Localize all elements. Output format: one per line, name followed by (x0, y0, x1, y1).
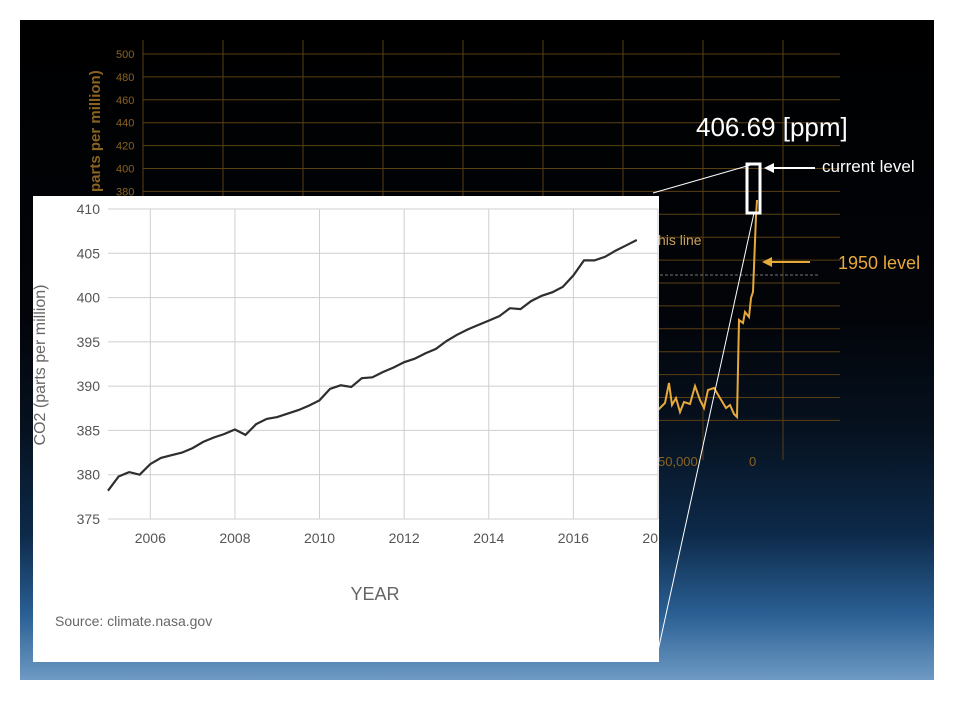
background-y-tick-label: 460 (116, 95, 134, 107)
x-axis-label: YEAR (350, 584, 399, 604)
source-note: Source: climate.nasa.gov (55, 613, 213, 629)
inset-chart-panel: 2006 2008 2010 2012 2014 2016 2018 375 380 385 39… (33, 196, 659, 662)
x-tick-label: 2012 (389, 530, 420, 546)
background-x-tick-50000: 50,000 (658, 454, 698, 469)
x-tick-label: 2006 (135, 530, 166, 546)
background-co2-line (657, 199, 758, 420)
current-level-arrowhead (764, 163, 774, 173)
1950-level-label: 1950 level (838, 253, 921, 273)
current-ppm-value: 406.69 [ppm] (696, 112, 848, 142)
y-tick-label: 385 (77, 422, 101, 438)
background-y-tick-label: 420 (116, 141, 134, 153)
y-tick-label: 380 (77, 467, 101, 483)
y-axis-label: CO2 (parts per million) (33, 285, 49, 446)
x-tick-label: 2010 (304, 530, 335, 546)
y-tick-label: 405 (77, 245, 101, 261)
x-tick-label: 2018 (642, 530, 659, 546)
y-tick-label: 400 (77, 290, 101, 306)
current-level-label: current level (822, 157, 915, 176)
co2-series-line (107, 239, 638, 492)
x-tick-label: 2016 (558, 530, 589, 546)
background-y-tick-label: 480 (116, 72, 134, 84)
co2-line-chart: 2006 2008 2010 2012 2014 2016 2018 375 380 385 39… (33, 201, 659, 604)
background-y-tick-label: 500 (116, 49, 134, 61)
y-tick-label: 390 (77, 378, 101, 394)
slide-background: 500 480 460 440 420 400 380 parts per million)… (20, 20, 934, 680)
background-partial-text: his line (658, 232, 702, 248)
current-level-box (745, 162, 762, 215)
background-y-tick-label: 440 (116, 118, 134, 130)
x-tick-label: 2014 (473, 530, 504, 546)
y-tick-label: 395 (77, 334, 101, 350)
background-y-tick-label: 400 (116, 164, 134, 176)
background-y-tick-label: 380 (116, 186, 134, 198)
background-x-tick-0: 0 (749, 454, 756, 469)
x-tick-label: 2008 (219, 530, 250, 546)
y-tick-label: 410 (77, 201, 101, 217)
y-tick-label: 375 (77, 511, 101, 527)
zoom-line-bottom (655, 212, 755, 661)
1950-level-arrowhead (762, 257, 772, 267)
zoom-line-top (652, 163, 755, 194)
background-y-axis-label: parts per million) (87, 70, 104, 192)
